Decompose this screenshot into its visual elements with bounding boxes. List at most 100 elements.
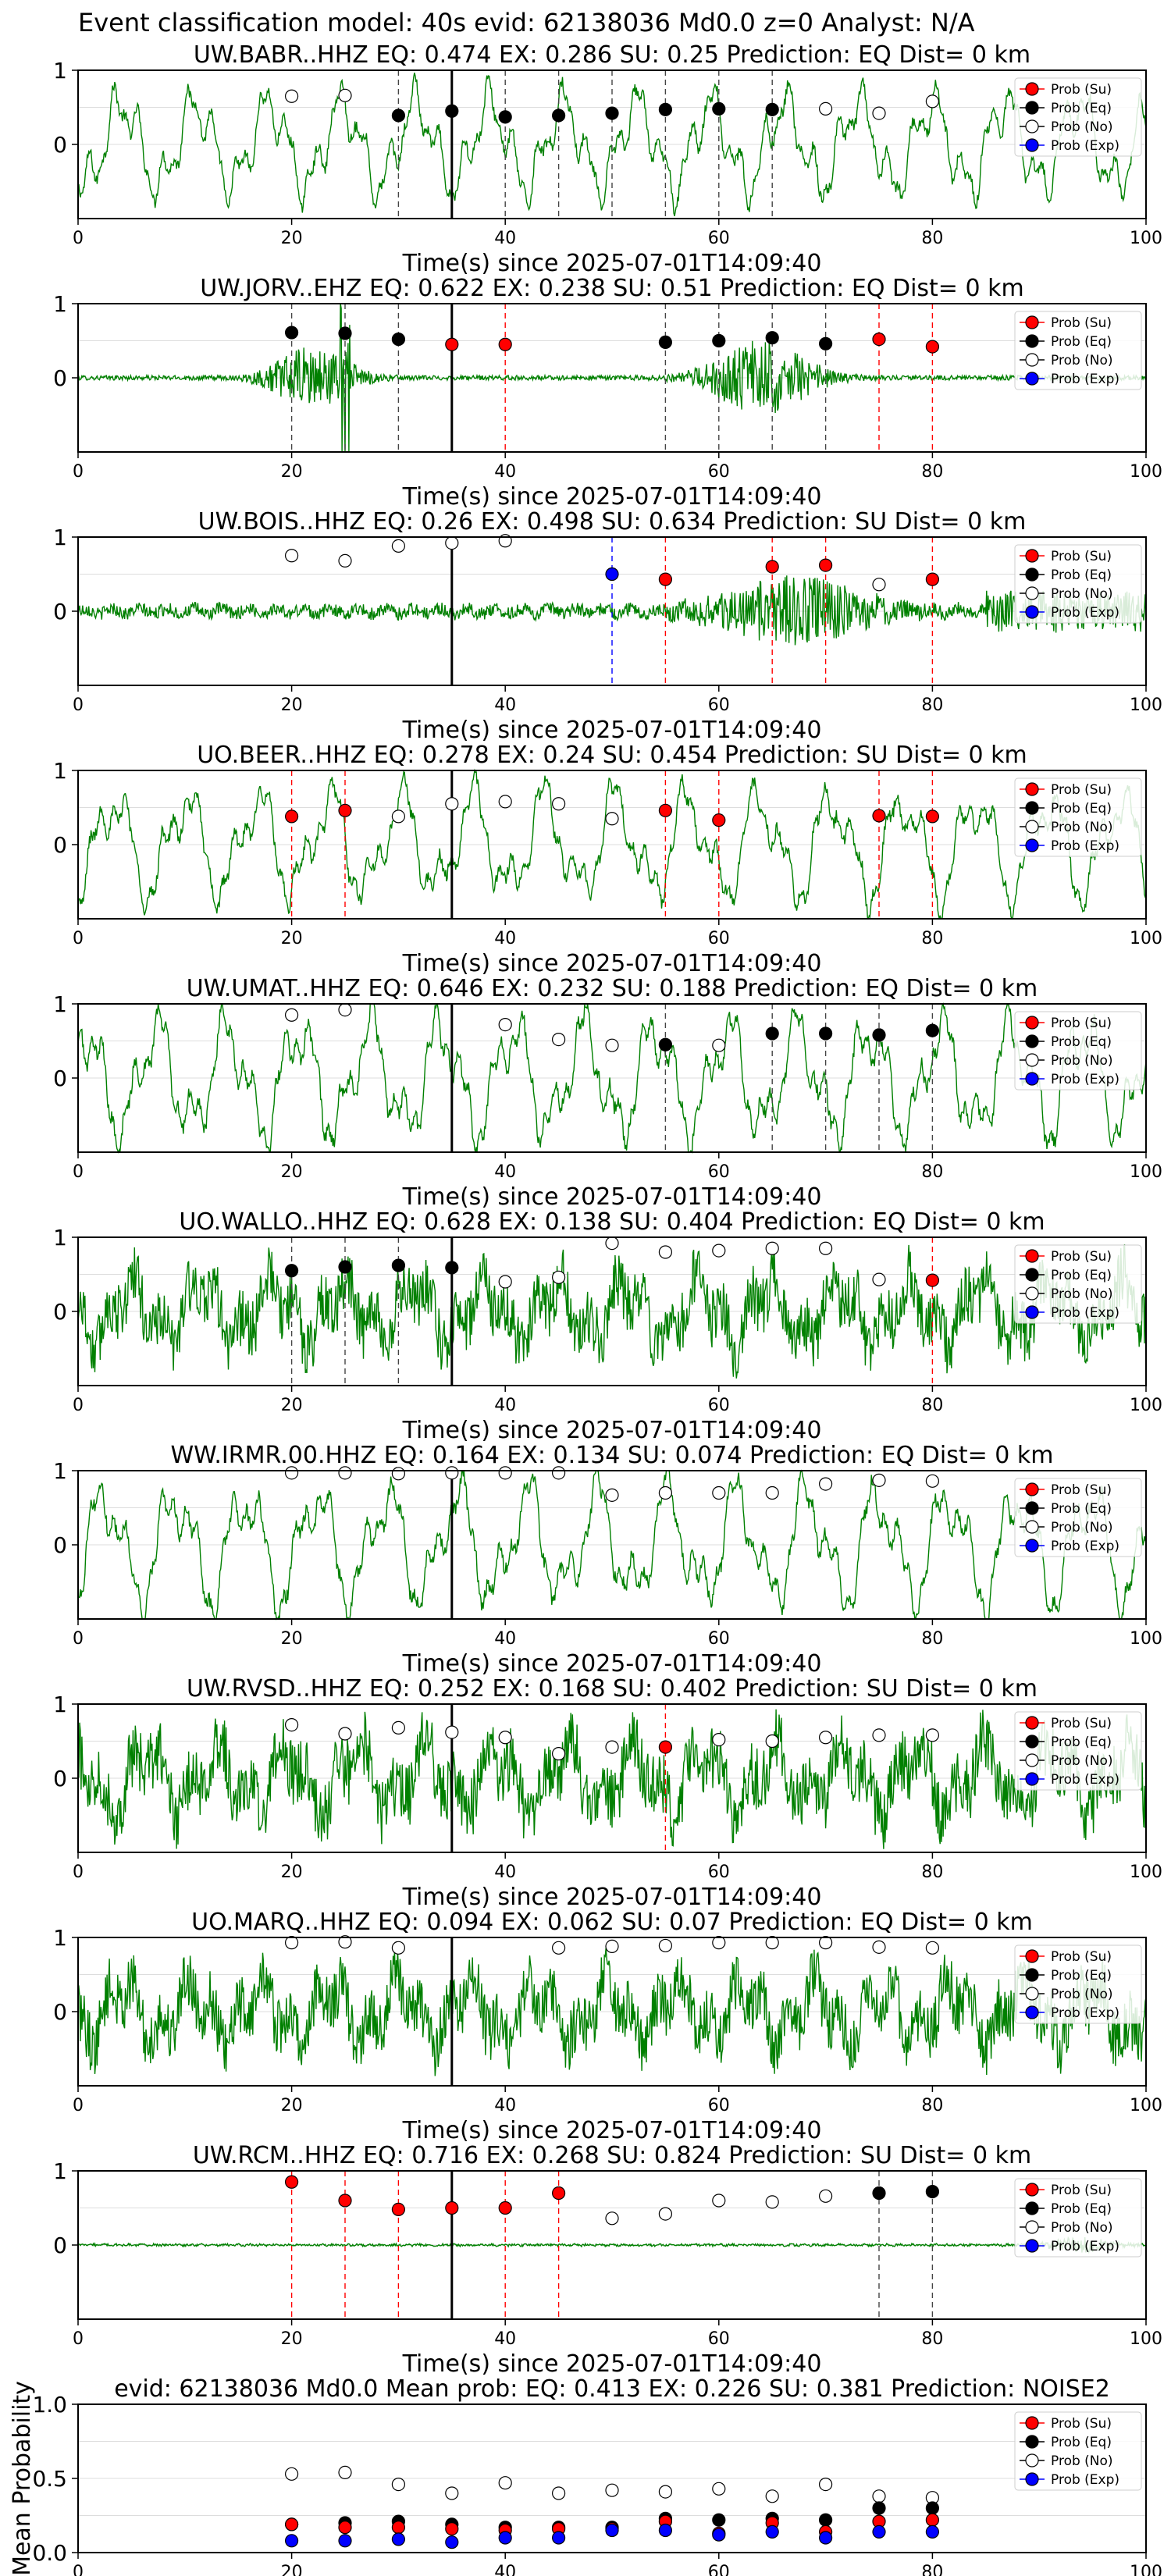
x-tick-label: 0	[73, 1162, 84, 1182]
legend-label-no: Prob (No)	[1051, 1053, 1113, 1069]
figure-suptitle: Event classification model: 40s evid: 62…	[78, 8, 975, 37]
legend-label-eq: Prob (Eq)	[1051, 801, 1112, 817]
legend-label-no: Prob (No)	[1051, 2220, 1113, 2236]
legend-label-su: Prob (Su)	[1051, 82, 1112, 98]
x-tick-label: 60	[708, 2096, 730, 2115]
prob-point-no	[818, 1241, 833, 1255]
prob-point-su	[498, 2201, 512, 2215]
y-tick-label: 1	[53, 291, 67, 317]
prob-point-no	[872, 1272, 886, 1286]
legend-marker-eq	[1025, 1968, 1039, 1982]
prob-point-eq	[605, 106, 619, 120]
x-tick-label: 100	[1130, 462, 1162, 482]
mean-prob-point-exp	[338, 2534, 352, 2548]
seismic-trace	[77, 303, 1147, 453]
prob-point-no	[872, 1940, 886, 1954]
x-tick-label: 20	[281, 2096, 303, 2115]
x-tick-label: 40	[494, 1629, 516, 1649]
legend-label-exp: Prob (Exp)	[1051, 1539, 1119, 1554]
prob-point-no	[498, 1017, 512, 1032]
legend-marker-exp	[1025, 1772, 1039, 1786]
x-tick-label: 60	[708, 1396, 730, 1415]
mean-prob-point-eq	[818, 2513, 833, 2527]
x-tick-label: 60	[708, 1863, 730, 1882]
legend-label-eq: Prob (Eq)	[1051, 334, 1112, 350]
legend-label-eq: Prob (Eq)	[1051, 1268, 1112, 1283]
legend-label-su: Prob (Su)	[1051, 2416, 1112, 2432]
prob-point-no	[338, 1466, 352, 1480]
legend-label-su: Prob (Su)	[1051, 315, 1112, 331]
legend-label-su: Prob (Su)	[1051, 549, 1112, 564]
mean-prob-point-no	[338, 2465, 352, 2479]
prob-point-su	[391, 2202, 405, 2216]
legend-frame	[1014, 1711, 1142, 1791]
mean-prob-point-no	[712, 2482, 726, 2496]
prob-point-eq	[285, 1264, 299, 1278]
panel-title: UW.BABR..HHZ EQ: 0.474 EX: 0.286 SU: 0.2…	[194, 41, 1030, 69]
x-tick-label: 100	[1130, 1629, 1162, 1649]
panel-title: UO.BEER..HHZ EQ: 0.278 EX: 0.24 SU: 0.45…	[197, 742, 1027, 769]
prob-point-eq	[712, 333, 726, 348]
prob-point-no	[712, 1038, 726, 1052]
prob-point-no	[658, 1938, 673, 1953]
prob-point-no	[551, 797, 566, 811]
legend-frame	[1014, 1478, 1142, 1557]
seismic-trace	[77, 1469, 1147, 1621]
prob-point-eq	[658, 1037, 673, 1051]
mean-prob-point-no	[765, 2489, 779, 2503]
mean-prob-point-no	[285, 2467, 299, 2481]
x-axis-label: Time(s) since 2025-07-01T14:09:40	[402, 1183, 822, 1211]
x-tick-label: 0	[73, 1863, 84, 1882]
prob-point-eq	[445, 104, 459, 118]
prob-point-su	[338, 2194, 352, 2208]
prob-point-su	[658, 572, 673, 586]
legend-label-su: Prob (Su)	[1051, 1249, 1112, 1265]
seismic-trace	[77, 2236, 1147, 2254]
panel-1: UW.JORV..EHZ EQ: 0.622 EX: 0.238 SU: 0.5…	[53, 275, 1162, 511]
prob-point-eq	[658, 335, 673, 349]
x-axis-label: Time(s) since 2025-07-01T14:09:40	[402, 2350, 822, 2378]
x-tick-label: 100	[1130, 929, 1162, 948]
x-tick-label: 60	[708, 929, 730, 948]
x-tick-label: 40	[494, 229, 516, 248]
legend-marker-exp	[1025, 2472, 1039, 2486]
legend-5: Prob (Su) Prob (Eq) Prob (No) Prob (Exp)	[1014, 1244, 1142, 1324]
prob-point-no	[658, 1245, 673, 1259]
prob-point-no	[445, 535, 459, 550]
legend-frame	[1014, 1011, 1142, 1091]
legend-marker-su	[1025, 2183, 1039, 2197]
y-tick-label: 1	[53, 58, 67, 84]
mean-prob-point-exp	[605, 2523, 619, 2538]
prob-point-su	[925, 809, 940, 824]
mean-prob-point-exp	[498, 2531, 512, 2545]
mean-prob-point-eq	[925, 2501, 940, 2515]
legend-frame	[1014, 1944, 1142, 2024]
legend-marker-exp	[1025, 1305, 1039, 1319]
prob-point-no	[765, 1485, 779, 1500]
prob-point-su	[818, 558, 833, 572]
y-tick-label: 0	[53, 1766, 67, 1791]
x-tick-label: 100	[1130, 696, 1162, 715]
prob-point-no	[338, 1935, 352, 1949]
prob-point-eq	[818, 336, 833, 350]
y-tick-label: 1	[53, 1458, 67, 1484]
prob-point-no	[551, 1270, 566, 1284]
prob-point-no	[712, 1733, 726, 1747]
prob-point-eq	[391, 109, 405, 123]
legend-7: Prob (Su) Prob (Eq) Prob (No) Prob (Exp)	[1014, 1711, 1142, 1791]
x-tick-label: 80	[921, 2563, 943, 2576]
legend-frame	[1014, 2411, 1142, 2491]
prob-point-no	[605, 1236, 619, 1251]
prob-point-no	[605, 1038, 619, 1052]
y-tick-label: 0	[53, 832, 67, 858]
y-tick-label: 1	[53, 2158, 67, 2184]
panel-title: UW.RCM..HHZ EQ: 0.716 EX: 0.268 SU: 0.82…	[193, 2142, 1031, 2169]
legend-marker-exp	[1025, 2005, 1039, 2019]
legend-label-su: Prob (Su)	[1051, 1482, 1112, 1498]
mean-prob-point-exp	[391, 2532, 405, 2546]
legend-marker-no	[1025, 1053, 1039, 1067]
prob-point-no	[498, 795, 512, 809]
x-tick-label: 20	[281, 462, 303, 482]
y-tick-label: 0	[53, 1999, 67, 2025]
legend-label-exp: Prob (Exp)	[1051, 605, 1119, 621]
